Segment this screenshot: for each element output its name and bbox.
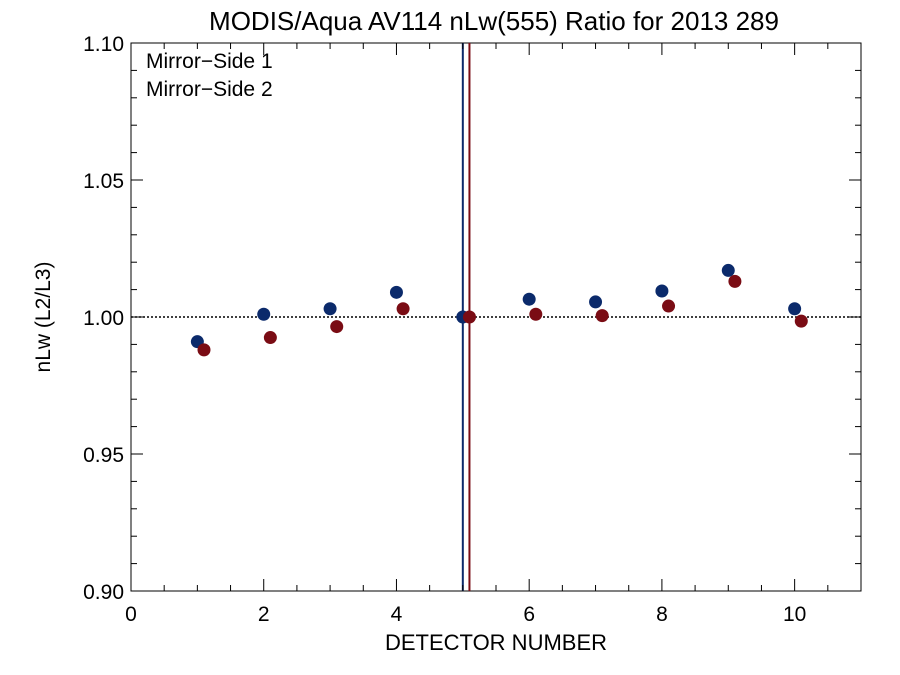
y-tick-label: 1.10 [83, 33, 124, 56]
data-point-mirror-side-1 [655, 284, 669, 298]
data-point-mirror-side-1 [389, 285, 403, 299]
data-point-mirror-side-2 [728, 274, 742, 288]
x-tick-label: 10 [783, 603, 806, 626]
x-tick-label: 2 [258, 603, 270, 626]
y-tick-label: 0.95 [83, 444, 124, 467]
data-point-mirror-side-1 [522, 292, 536, 306]
data-point-mirror-side-2 [662, 299, 676, 313]
legend-mirror-side-2: Mirror−Side 2 [146, 78, 273, 101]
x-tick-label: 4 [391, 603, 403, 626]
axis-ticks-group: 0 2 4 6 8 10 0.90 0.95 1.00 1.05 1.10 [83, 33, 862, 626]
data-point-mirror-side-2 [529, 307, 543, 321]
data-point-mirror-side-2 [595, 309, 609, 323]
data-points-group [190, 263, 808, 357]
data-point-mirror-side-1 [788, 302, 802, 316]
data-point-mirror-side-1 [721, 263, 735, 277]
data-point-mirror-side-2 [794, 314, 808, 328]
data-point-mirror-side-2 [263, 331, 277, 345]
data-point-mirror-side-1 [589, 295, 603, 309]
x-tick-label: 8 [656, 603, 668, 626]
x-tick-label: 6 [523, 603, 535, 626]
data-point-mirror-side-1 [323, 302, 337, 316]
data-point-mirror-side-2 [396, 302, 410, 316]
y-tick-label: 1.00 [83, 307, 124, 330]
chart-title: MODIS/Aqua AV114 nLw(555) Ratio for 2013… [209, 6, 779, 36]
data-point-mirror-side-2 [197, 343, 211, 357]
x-tick-label: 0 [125, 603, 137, 626]
data-point-mirror-side-2 [330, 320, 344, 334]
data-point-mirror-side-2 [462, 310, 476, 324]
y-tick-label: 1.05 [83, 170, 124, 193]
legend-mirror-side-1: Mirror−Side 1 [146, 50, 273, 73]
y-axis-label: nLw (L2/L3) [32, 262, 55, 373]
y-tick-label: 0.90 [83, 581, 124, 604]
x-axis-label: DETECTOR NUMBER [385, 630, 607, 655]
data-point-mirror-side-1 [257, 307, 271, 321]
